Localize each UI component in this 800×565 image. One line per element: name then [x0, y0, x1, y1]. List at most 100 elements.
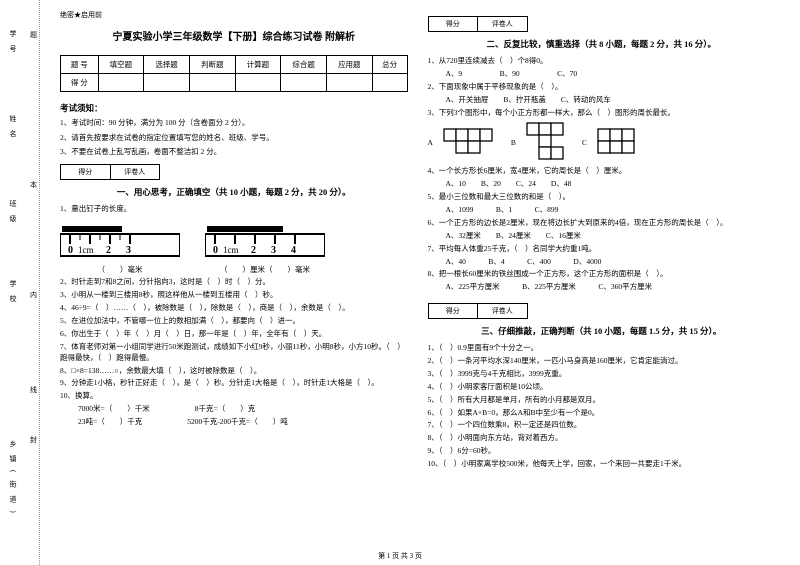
notice-item: 3、不要在试卷上乱写乱画，卷面不整洁扣 2 分。 — [60, 147, 408, 158]
table-row: 得 分 — [61, 74, 408, 92]
cell: 填空题 — [98, 56, 144, 74]
cell: 计算题 — [235, 56, 281, 74]
notice-item: 2、请首先按要求在试卷的指定位置填写您的姓名、班级、学号。 — [60, 133, 408, 144]
cell — [326, 74, 372, 92]
ruler-label: （ ）厘米（ ）毫米 — [205, 264, 325, 275]
notice-heading: 考试须知： — [60, 102, 408, 114]
question: 7、平均每人体重25千克，（ ）名同学大约重1吨。 — [428, 244, 776, 255]
question: 5、（ ）所有大月都是单月，所有的小月都是双月。 — [428, 395, 776, 406]
question: 9、分钟走1小格，秒针正好走（ ），是（ ）秒。分针走1大格是（ ），时针走1大… — [60, 378, 408, 389]
question: 4、46÷9=（ ）……（ ），被除数是（ ），除数是（ ），商是（ ），余数是… — [60, 303, 408, 314]
cell — [372, 74, 407, 92]
question: 3、小明从一楼到三楼用8秒，照这样他从一楼到五楼用（ ）秒。 — [60, 290, 408, 301]
secret-marking: 绝密★启用前 — [60, 10, 408, 20]
question: 5、最小三位数和最大三位数的和是（ ）。 — [428, 192, 776, 203]
binding-label: 姓名 — [8, 115, 18, 145]
options: A、开关抽屉 B、拧开瓶盖 C、转动的风车 — [428, 95, 776, 106]
options: A、1099 B、1 C、899 — [428, 205, 776, 216]
binding-label: 学校 — [8, 280, 18, 310]
cell — [98, 74, 144, 92]
question: 1、（ ）0.9里面有9个十分之一。 — [428, 343, 776, 354]
question: 1、从720里连续减去（ ）个8得0。 — [428, 56, 776, 67]
binding-label: 学号 — [8, 30, 18, 60]
options: A、9 B、90 C、70 — [428, 69, 776, 80]
ruler-figures: 0 1cm 2 3 0 1cm 2 3 — [60, 220, 408, 258]
cell — [144, 74, 190, 92]
options: A、225平方厘米 B、225平方厘米 C、360平方厘米 — [428, 282, 776, 293]
svg-text:4: 4 — [291, 245, 296, 256]
options: A、32厘米 B、24厘米 C、16厘米 — [428, 231, 776, 242]
svg-text:1cm: 1cm — [78, 245, 94, 255]
grader-box: 得分 评卷人 — [60, 164, 160, 180]
svg-text:1cm: 1cm — [223, 245, 239, 255]
cell: 总分 — [372, 56, 407, 74]
cell: 题 号 — [61, 56, 99, 74]
question: 4、一个长方形长6厘米，宽4厘米，它的周长是（ ）厘米。 — [428, 166, 776, 177]
binding-label: 乡镇(街道) — [8, 440, 18, 521]
option-label: C — [582, 138, 587, 147]
exam-title: 宁夏实验小学三年级数学【下册】综合练习试卷 附解析 — [60, 28, 408, 43]
question: 7、体育老师对第一小组同学进行50米跑测试，成绩如下小红9秒，小丽11秒，小明8… — [60, 342, 408, 364]
section-1-title: 一、用心思考，正确填空（共 10 小题，每题 2 分，共 20 分）。 — [60, 186, 408, 198]
ruler-answer-labels: （ ）毫米 （ ）厘米（ ）毫米 — [60, 264, 408, 275]
grader-label: 评卷人 — [478, 17, 527, 31]
question: 2、下面现象中属于平移现象的是（ ）。 — [428, 82, 776, 93]
options: A、10 B、20 C、24 D、48 — [428, 179, 776, 190]
question: 1、量出钉子的长度。 — [60, 204, 408, 215]
cell: 判断题 — [189, 56, 235, 74]
cell: 选择题 — [144, 56, 190, 74]
edge-char: 线 — [30, 385, 37, 395]
question-sub: 7000米=（ ）千米 8千克=（ ）克 — [60, 404, 408, 415]
polyomino-icon — [526, 122, 574, 162]
question: 8、（ ）小明面向东方站，背对着西方。 — [428, 433, 776, 444]
question: 3、（ ）3999克与4千克相比，3999克重。 — [428, 369, 776, 380]
grader-box: 得分 评卷人 — [428, 16, 528, 32]
svg-text:0: 0 — [68, 245, 73, 256]
question: 10、换算。 — [60, 391, 408, 402]
question-sub: 23吨=（ ）千克 5200千克-200千克=（ ）吨 — [60, 417, 408, 428]
left-column: 绝密★启用前 宁夏实验小学三年级数学【下册】综合练习试卷 附解析 题 号 填空题… — [50, 10, 418, 565]
ruler-icon: 0 1cm 2 3 4 — [205, 220, 325, 258]
question: 6、（ ）如果A×B=0，那么A和B中至少有一个是0。 — [428, 408, 776, 419]
cell: 得 分 — [61, 74, 99, 92]
question: 8、把一根长60厘米的铁丝围成一个正方形，这个正方形的面积是（ ）。 — [428, 269, 776, 280]
polyomino-icon — [443, 128, 503, 156]
option-label: A — [428, 138, 433, 147]
grader-box: 得分 评卷人 — [428, 303, 528, 319]
question: 7、（ ）一个四位数乘8，积一定还是四位数。 — [428, 420, 776, 431]
right-column: 得分 评卷人 二、反复比较，慎重选择（共 8 小题，每题 2 分，共 16 分）… — [418, 10, 786, 565]
score-grid-table: 题 号 填空题 选择题 判断题 计算题 综合题 应用题 总分 得 分 — [60, 55, 408, 92]
question: 6、一个正方形的边长是2厘米，现在将边长扩大到原来的4倍，现在正方形的周长是（ … — [428, 218, 776, 229]
question: 2、（ ）一条河平均水深140厘米，一匹小马身高是160厘米，它肯定能淌过。 — [428, 356, 776, 367]
binding-label: 班级 — [8, 200, 18, 230]
question: 8、□×8=138……○，余数最大填（ ），这时被除数是（ ）。 — [60, 366, 408, 377]
cell — [235, 74, 281, 92]
score-label: 得分 — [429, 304, 479, 318]
question: 3、下列3个图形中，每个小正方形都一样大，那么（ ）图形的周长最长。 — [428, 108, 776, 119]
score-label: 得分 — [61, 165, 111, 179]
svg-text:2: 2 — [251, 245, 256, 256]
question: 6、你出生于（ ）年（ ）月（ ）日，那一年是（ ）年，全年有（ ）天。 — [60, 329, 408, 340]
ruler-label: （ ）毫米 — [60, 264, 180, 275]
question: 10、（ ）小明家离学校500米，他每天上学，回家，一个来回一共要走1千米。 — [428, 459, 776, 470]
question: 5、在进位加法中，不管哪一位上的数相加满（ ），都要向（ ）进一。 — [60, 316, 408, 327]
shape-options: A B C — [428, 122, 776, 162]
svg-text:3: 3 — [271, 245, 276, 256]
svg-text:3: 3 — [126, 245, 131, 256]
svg-text:0: 0 — [213, 245, 218, 256]
binding-margin: 学号 姓名 班级 学校 乡镇(街道) 题 本 内 线 封 — [0, 0, 40, 565]
ruler-icon: 0 1cm 2 3 — [60, 220, 180, 258]
edge-char: 题 — [30, 30, 37, 40]
option-label: B — [511, 138, 516, 147]
grader-label: 评卷人 — [478, 304, 527, 318]
options: A、40 B、4 C、400 D、4000 — [428, 257, 776, 268]
content-area: 绝密★启用前 宁夏实验小学三年级数学【下册】综合练习试卷 附解析 题 号 填空题… — [40, 0, 800, 565]
edge-char: 封 — [30, 435, 37, 445]
table-row: 题 号 填空题 选择题 判断题 计算题 综合题 应用题 总分 — [61, 56, 408, 74]
edge-char: 内 — [30, 290, 37, 300]
page-footer: 第 1 页 共 3 页 — [0, 551, 800, 561]
grader-label: 评卷人 — [111, 165, 160, 179]
cell: 综合题 — [281, 56, 327, 74]
question: 4、（ ）小明家客厅面积是10公顷。 — [428, 382, 776, 393]
notice-item: 1、考试时间：90 分钟，满分为 100 分（含卷面分 2 分）。 — [60, 118, 408, 129]
